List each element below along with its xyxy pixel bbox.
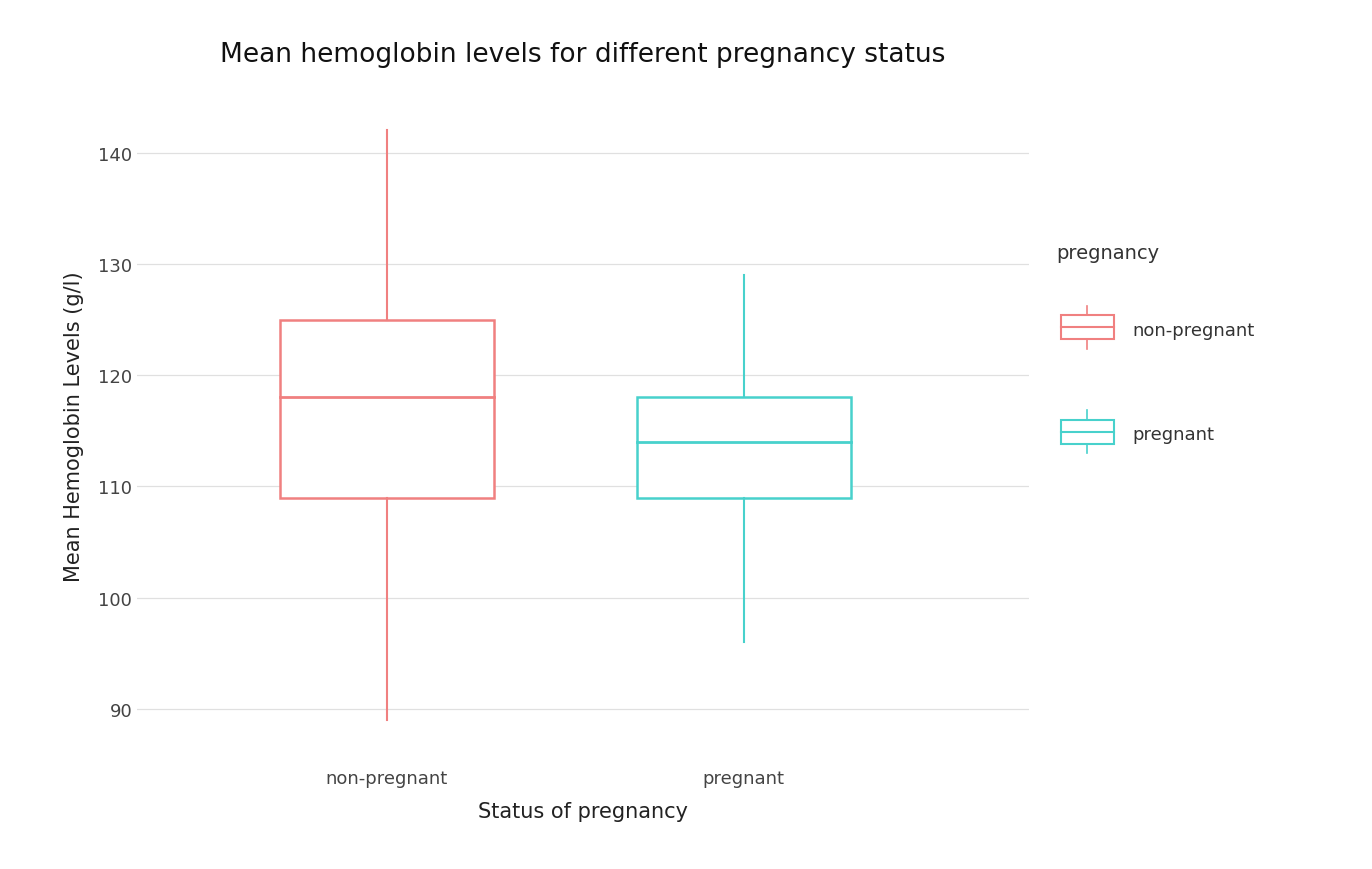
Y-axis label: Mean Hemoglobin Levels (g/l): Mean Hemoglobin Levels (g/l) — [64, 270, 84, 581]
X-axis label: Status of pregnancy: Status of pregnancy — [477, 801, 689, 821]
Title: Mean hemoglobin levels for different pregnancy status: Mean hemoglobin levels for different pre… — [221, 42, 945, 68]
Text: pregnancy: pregnancy — [1056, 243, 1159, 262]
Bar — [1061, 316, 1114, 340]
Bar — [280, 321, 494, 498]
Bar — [637, 398, 851, 498]
Text: pregnant: pregnant — [1132, 426, 1214, 443]
Bar — [1061, 421, 1114, 444]
Text: non-pregnant: non-pregnant — [1132, 322, 1254, 339]
